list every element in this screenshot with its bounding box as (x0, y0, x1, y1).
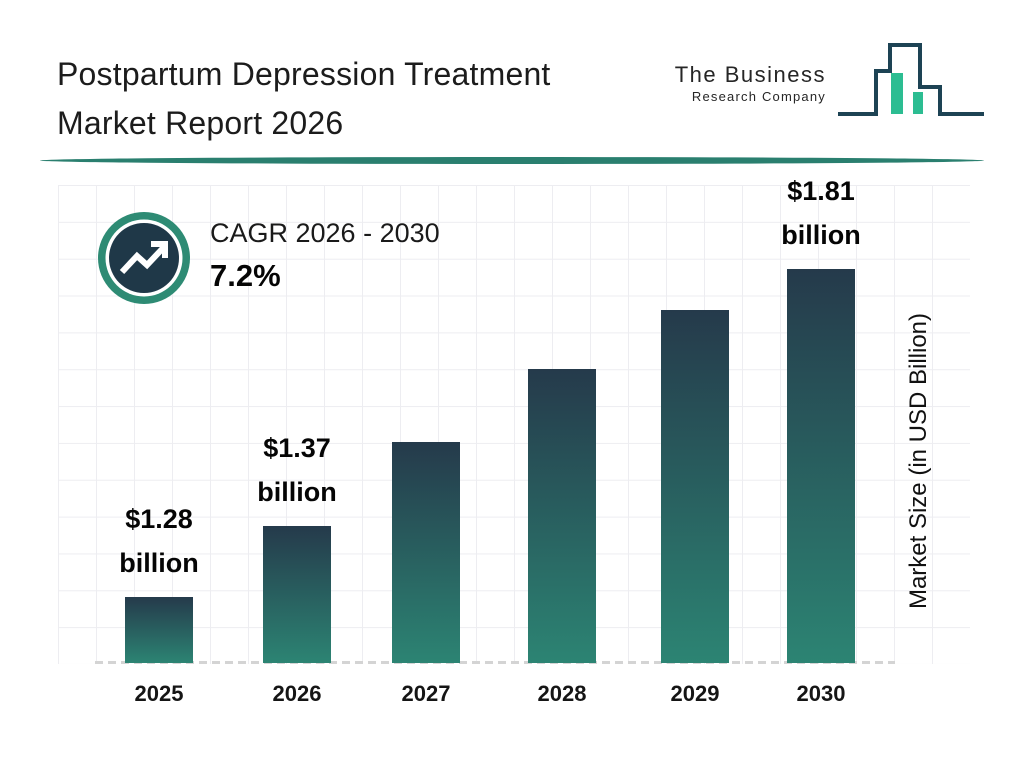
bar-2028 (528, 369, 596, 663)
value-amount: $1.37 (263, 433, 331, 463)
logo-green-bar-tall (891, 73, 903, 114)
bar-2025 (125, 597, 193, 663)
cagr-label: CAGR 2026 - 2030 (210, 218, 440, 248)
logo-company-name: The Business (674, 62, 826, 87)
bar-2030 (787, 269, 855, 663)
bar-2026 (263, 526, 331, 663)
x-tick-2030: 2030 (796, 681, 846, 706)
badge-inner-circle (109, 223, 179, 293)
value-unit: billion (257, 477, 337, 507)
logo-green-bar-small (913, 92, 923, 114)
value-amount: $1.28 (125, 504, 193, 534)
x-tick-2028: 2028 (537, 681, 587, 706)
value-amount: $1.81 (787, 176, 855, 206)
y-axis-label: Market Size (in USD Billion) (905, 312, 932, 610)
bar-2029 (661, 310, 729, 663)
value-unit: billion (781, 220, 861, 250)
logo-company-subtitle: Research Company (691, 89, 826, 104)
x-tick-2026: 2026 (272, 681, 322, 706)
page-title: Postpartum Depression Treatment Market R… (57, 50, 551, 148)
logo-skyline-outline (838, 43, 984, 116)
value-label-2025: $1.28 billion (64, 497, 254, 585)
value-label-2026: $1.37 billion (202, 426, 392, 514)
page-title-line2: Market Report 2026 (57, 105, 344, 141)
bar-chart-skyline-icon (838, 43, 984, 116)
trending-up-icon (98, 212, 190, 304)
x-tick-2027: 2027 (401, 681, 451, 706)
cagr-value: 7.2% (210, 258, 281, 293)
company-logo: The Business Research Company (675, 40, 986, 120)
page-title-line1: Postpartum Depression Treatment (57, 56, 551, 92)
value-label-2030: $1.81 billion (726, 169, 916, 257)
x-tick-2025: 2025 (134, 681, 184, 706)
title-divider (40, 157, 984, 164)
bar-2027 (392, 442, 460, 663)
x-axis-baseline (95, 661, 895, 664)
company-logo-text: The Business Research Company (675, 62, 826, 104)
trend-arrow-zigzag (119, 244, 167, 275)
trend-arrow-head (151, 241, 168, 258)
x-tick-2029: 2029 (670, 681, 720, 706)
cagr-block: CAGR 2026 - 2030 7.2% (210, 218, 440, 294)
value-unit: billion (119, 548, 199, 578)
